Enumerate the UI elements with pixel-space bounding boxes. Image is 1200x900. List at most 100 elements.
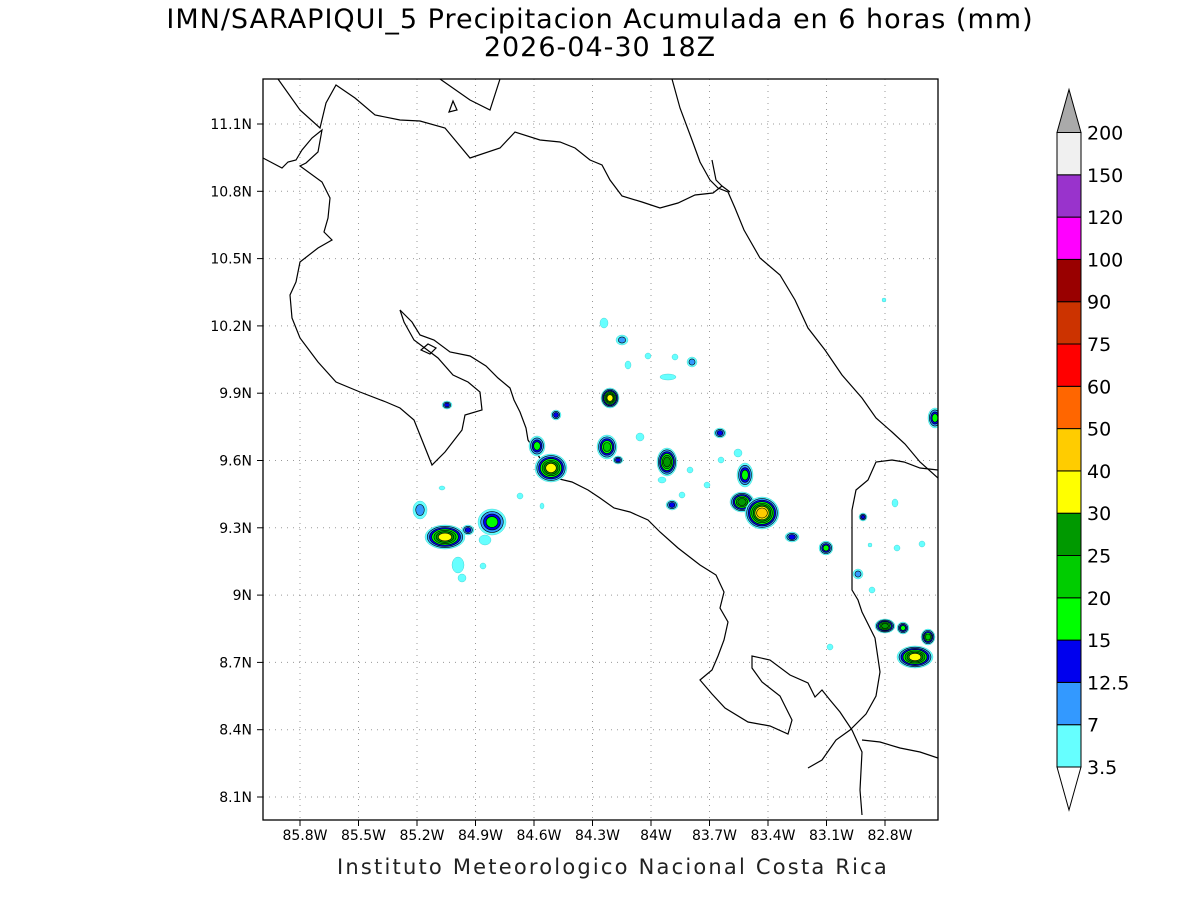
precip-cell: [918, 540, 926, 548]
colorbar-level-label: 50: [1087, 419, 1111, 441]
precip-contour: [657, 476, 667, 484]
precip-cell: [744, 496, 780, 530]
colorbar-swatch: [1056, 470, 1082, 514]
precip-contour: [451, 556, 465, 574]
precip-contour: [716, 430, 724, 436]
precip-contour: [881, 297, 887, 303]
precip-contour: [671, 353, 679, 361]
colorbar-level-label: 120: [1087, 207, 1123, 229]
precip-cell: [703, 481, 711, 489]
precip-cell: [635, 432, 645, 442]
precip-contour: [516, 492, 524, 500]
precip-contour: [539, 502, 545, 510]
lon-tick-label: 84.6W: [516, 828, 561, 844]
colorbar-level-label: 150: [1087, 165, 1123, 187]
precip-contour: [602, 442, 612, 452]
precip-contour: [908, 653, 922, 661]
precip-cell: [784, 531, 800, 543]
lon-tick-label: 83.4W: [750, 828, 795, 844]
lon-tick-label: 84.3W: [575, 828, 620, 844]
precip-cell: [528, 435, 546, 457]
precip-cell: [733, 448, 743, 458]
precip-cell: [451, 556, 465, 574]
map-title: IMN/SARAPIQUI_5 Precipitacion Acumulada …: [166, 4, 1034, 35]
precip-contour: [891, 498, 899, 508]
precip-contour: [464, 527, 472, 533]
lat-tick-label: 10.8N: [210, 184, 252, 200]
colorbar-overflow: [1056, 87, 1082, 133]
colorbar-swatch: [1056, 174, 1082, 218]
colorbar-swatch: [1056, 258, 1082, 303]
precip-cell: [624, 360, 632, 370]
precip-cell: [516, 492, 524, 500]
precip-contour: [867, 542, 873, 548]
islet: [448, 99, 458, 113]
colorbar-level-label: 3.5: [1087, 757, 1117, 779]
precip-contour: [606, 394, 614, 402]
precip-cell: [457, 573, 467, 583]
lat-tick-label: 9.6N: [219, 454, 252, 470]
precip-cell: [852, 568, 864, 580]
precip-contour: [854, 570, 862, 578]
precip-contour: [485, 516, 499, 528]
colorbar-level-label: 20: [1087, 588, 1111, 610]
precip-contour: [444, 402, 450, 408]
colorbar-underflow: [1056, 766, 1082, 812]
latitude-labels: 11.1N 10.8N 10.5N 10.2N 9.9N 9.6N 9.3N 9N 8.7N 8.…: [210, 117, 263, 806]
colorbar-level-label: 75: [1087, 334, 1111, 356]
precip-contour: [415, 504, 425, 516]
colorbar-swatch: [1056, 343, 1082, 387]
precip-cell: [891, 498, 899, 508]
colorbar-swatch: [1056, 385, 1082, 430]
colorbar-level-label: 200: [1087, 123, 1123, 145]
valid-time: 2026-04-30 18Z: [483, 32, 717, 63]
nicoya-gulf-east: [399, 309, 863, 816]
precip-contour: [881, 623, 889, 629]
precip-cell: [477, 508, 507, 536]
precip-contour: [438, 532, 452, 542]
precip-contour: [688, 358, 696, 366]
pacific-coast-north: [263, 128, 483, 467]
precip-contour: [457, 573, 467, 583]
colorbar-swatch: [1056, 639, 1082, 683]
colorbar-swatch: [1056, 216, 1082, 260]
precip-cell: [665, 499, 679, 511]
lat-tick-label: 8.7N: [219, 655, 252, 671]
lake-shore: [439, 79, 501, 111]
precip-contour: [918, 540, 926, 548]
precip-contour: [737, 498, 747, 506]
precip-cell: [867, 542, 873, 548]
precip-contour: [822, 544, 830, 552]
colorbar-swatch: [1056, 597, 1082, 641]
precip-contour: [868, 586, 876, 594]
caribbean-coast: [671, 79, 938, 479]
precip-contour: [644, 352, 652, 360]
precip-cell: [896, 621, 910, 635]
precip-cell: [736, 462, 754, 488]
precip-contour: [545, 463, 557, 473]
precip-cell: [896, 645, 934, 669]
precip-contour: [659, 373, 677, 381]
precip-contour: [925, 633, 931, 641]
precip-cell: [599, 317, 609, 329]
colorbar-swatch: [1056, 512, 1082, 557]
precip-cell: [412, 500, 428, 520]
nicaragua-border: [277, 79, 723, 209]
map-frame: [262, 78, 939, 821]
panama-border: [807, 459, 938, 769]
precip-cell: [920, 628, 936, 646]
precip-contour: [686, 466, 694, 474]
precip-cell: [881, 297, 887, 303]
precip-cell: [441, 400, 453, 410]
precip-cell: [893, 544, 901, 552]
precip-cell: [713, 427, 727, 439]
lat-tick-label: 10.5N: [210, 252, 252, 268]
precip-contour: [733, 448, 743, 458]
precip-cell: [671, 353, 679, 361]
lon-tick-label: 85.2W: [399, 828, 444, 844]
lon-tick-label: 83.7W: [692, 828, 737, 844]
precip-cell: [534, 453, 568, 483]
precip-contour: [438, 485, 446, 491]
precip-contour: [893, 544, 901, 552]
